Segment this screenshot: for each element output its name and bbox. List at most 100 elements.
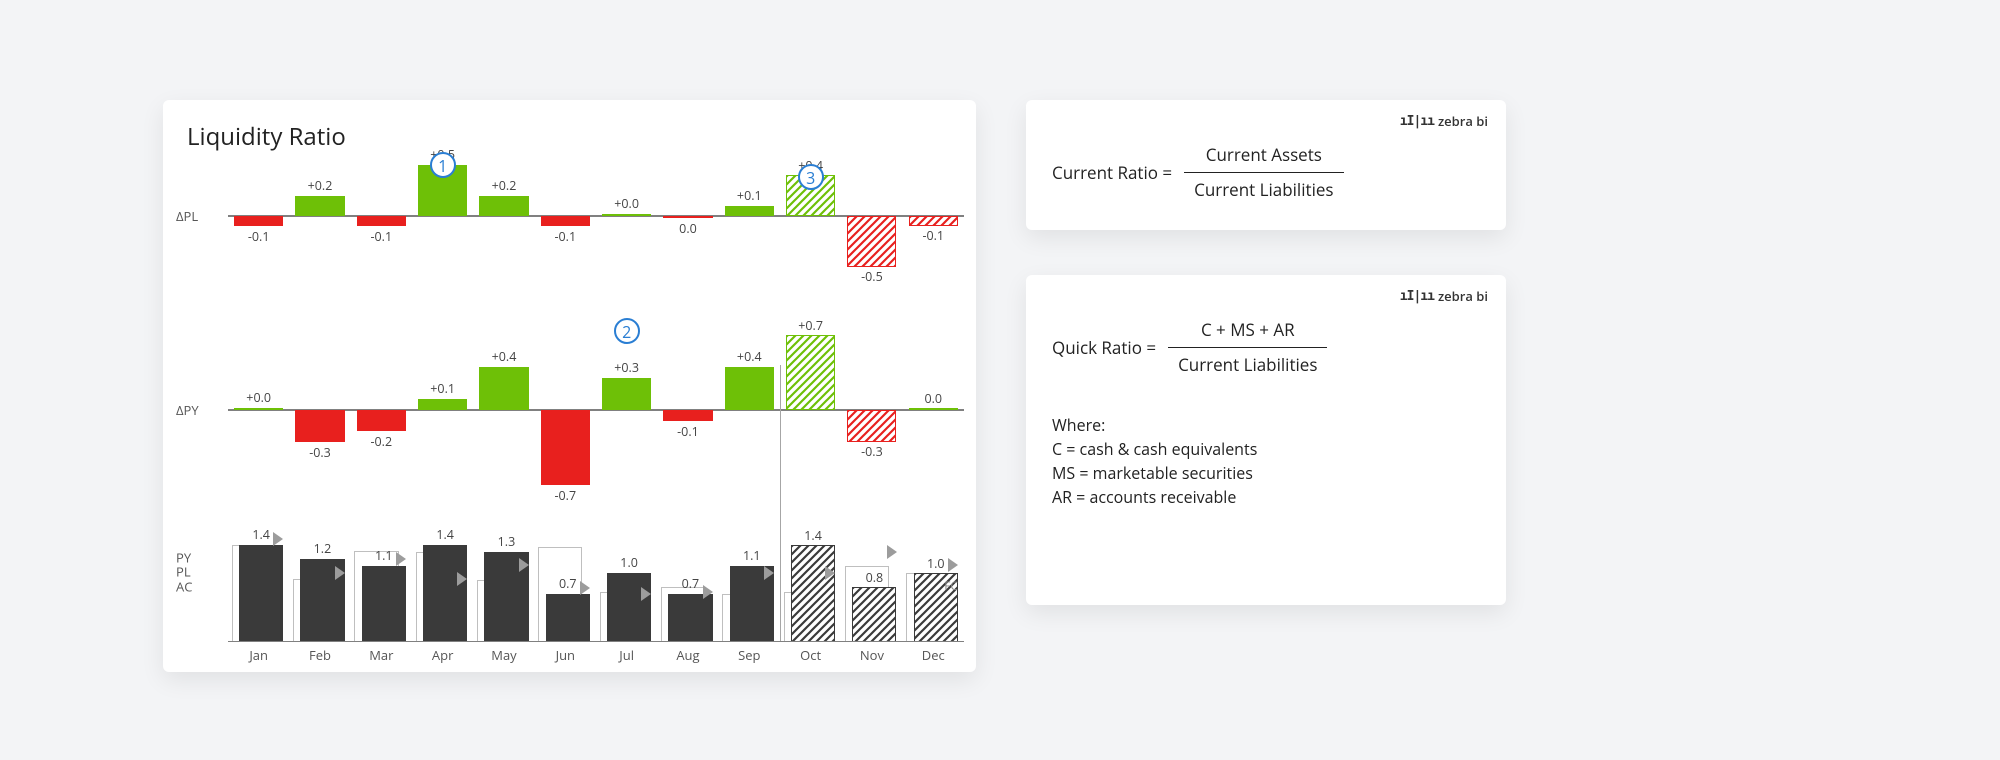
absolute-bar-col: 1.1 (719, 542, 780, 642)
forecast-label: FC (944, 577, 958, 594)
variance-bar-col: +0.4 (473, 330, 534, 490)
where-line: C = cash & cash equivalents (1052, 437, 1480, 461)
plan-marker-icon (580, 581, 590, 595)
variance-row-dpl: ΔPL -0.1+0.2-0.1+0.5+0.2-0.1+0.00.0+0.1+… (228, 160, 964, 272)
x-axis-label: Dec (903, 642, 964, 664)
variance-bar-col: -0.7 (535, 330, 596, 490)
current-ratio-formula: Current Ratio = Current Assets Current L… (1052, 142, 1480, 202)
variance-bar-label: -0.1 (910, 227, 957, 244)
absolute-bar-label: 1.2 (300, 540, 344, 557)
variance-bar-col: +0.2 (473, 160, 534, 272)
plan-marker-icon (825, 566, 835, 580)
absolute-bar-ac: 0.8 (852, 587, 896, 642)
absolute-bar-label: 1.4 (792, 527, 834, 544)
variance-bar: +0.2 (295, 196, 344, 216)
variance-bar-col: +0.0 (228, 330, 289, 490)
variance-bar-col: -0.1 (535, 160, 596, 272)
chart-plot-area: ΔPL -0.1+0.2-0.1+0.5+0.2-0.1+0.00.0+0.1+… (228, 160, 964, 642)
absolute-bar-label: 1.0 (607, 554, 651, 571)
variance-bar-label: +0.3 (602, 359, 651, 376)
variance-bar: +0.1 (418, 399, 467, 410)
absolute-bar-col: 1.0 (596, 542, 657, 642)
formula-lhs: Current Ratio = (1052, 161, 1172, 184)
absolute-bar-ac: 1.4 (423, 545, 467, 642)
brand-icon: ıI|ıı (1400, 114, 1434, 129)
variance-bar: 0.0 (663, 216, 712, 218)
formula-fraction: C + MS + AR Current Liabilities (1168, 317, 1327, 377)
callout-badge: 1 (430, 152, 456, 178)
quick-ratio-card: ıI|ıı zebra bi Quick Ratio = C + MS + AR… (1026, 275, 1506, 605)
brand-text: zebra bi (1438, 287, 1488, 305)
variance-bar-label: +0.1 (725, 187, 774, 204)
plan-marker-icon (273, 532, 283, 546)
absolute-bar-col: 0.8 (841, 542, 902, 642)
variance-bar-col: +0.0 (596, 160, 657, 272)
row-label-dpy: ΔPY (176, 403, 199, 417)
formula-numerator: Current Assets (1196, 142, 1332, 172)
quick-ratio-formula: Quick Ratio = C + MS + AR Current Liabil… (1052, 317, 1480, 377)
dashboard-canvas: Liquidity Ratio ΔPL -0.1+0.2-0.1+0.5+0.2… (163, 100, 1506, 672)
variance-bar-col: +0.1 (719, 160, 780, 272)
variance-bar-col: 0.0 (657, 160, 718, 272)
variance-bar: -0.1 (909, 216, 958, 226)
plan-marker-icon (641, 587, 651, 601)
variance-bar-col: -0.3 (841, 330, 902, 490)
row-label-abs: PY PL AC (176, 551, 192, 594)
variance-bar-label: -0.5 (848, 268, 895, 285)
variance-bar-label: +0.0 (602, 195, 651, 212)
x-axis-label: Jan (228, 642, 289, 664)
variance-bar-col: -0.2 (351, 330, 412, 490)
absolute-bar-ac: 1.0 (607, 573, 651, 642)
variance-bar-label: 0.0 (663, 220, 712, 237)
absolute-bar-ac: 0.7 (668, 594, 712, 642)
variance-bar-label: -0.1 (357, 228, 406, 245)
x-axis-label: Sep (719, 642, 780, 664)
variance-bar: -0.1 (234, 216, 283, 226)
variance-bar: -0.1 (357, 216, 406, 226)
plan-marker-icon (703, 585, 713, 599)
x-axis-label: Mar (351, 642, 412, 664)
brand-text: zebra bi (1438, 112, 1488, 130)
variance-bar-label: +0.4 (725, 348, 774, 365)
variance-bar: +0.4 (725, 367, 774, 410)
variance-bar: 0.0 (909, 408, 958, 410)
variance-bar: +0.2 (479, 196, 528, 216)
callout-badge: 2 (614, 318, 640, 344)
plan-marker-icon (764, 566, 774, 580)
formula-denominator: Current Liabilities (1184, 172, 1343, 203)
absolute-bar-ac: 1.1 (362, 566, 406, 642)
variance-bar-col: +0.1 (412, 330, 473, 490)
callout-badge: 3 (798, 164, 824, 190)
variance-bar: +0.0 (602, 214, 651, 216)
variance-bar-col: +0.2 (289, 160, 350, 272)
variance-bar-label: -0.3 (848, 443, 895, 460)
absolute-bar-label: 1.4 (423, 526, 467, 543)
x-axis-label: Nov (841, 642, 902, 664)
absolute-bar-label: 0.8 (853, 569, 895, 586)
absolute-bar-ac: 1.4 (791, 545, 835, 642)
variance-bar-col: -0.1 (228, 160, 289, 272)
variance-bar-col: +0.3 (596, 330, 657, 490)
plan-marker-icon (335, 566, 345, 580)
variance-bar-label: +0.7 (787, 317, 834, 334)
x-axis-label: Oct (780, 642, 841, 664)
variance-bar-col: -0.5 (841, 160, 902, 272)
variance-bar: +0.0 (234, 408, 283, 410)
plan-marker-icon (396, 552, 406, 566)
x-axis-label: Jun (535, 642, 596, 664)
absolute-bar-col: 1.1 (351, 542, 412, 642)
x-axis-label: Jul (596, 642, 657, 664)
chart-title: Liquidity Ratio (187, 120, 952, 153)
variance-bar-col: -0.1 (903, 160, 964, 272)
where-title: Where: (1052, 413, 1480, 437)
absolute-bar-ac: 1.4 (239, 545, 283, 642)
absolute-bar-col: 1.4 (228, 542, 289, 642)
formula-lhs: Quick Ratio = (1052, 336, 1156, 359)
variance-bar-col: +0.4 (719, 330, 780, 490)
variance-bar-label: 0.0 (910, 390, 957, 407)
formula-denominator: Current Liabilities (1168, 347, 1327, 378)
absolute-bar-ac: 0.7 (546, 594, 590, 642)
plan-marker-icon (887, 545, 897, 559)
variance-bar-col: -0.1 (351, 160, 412, 272)
absolute-bar-col: 0.7 (657, 542, 718, 642)
